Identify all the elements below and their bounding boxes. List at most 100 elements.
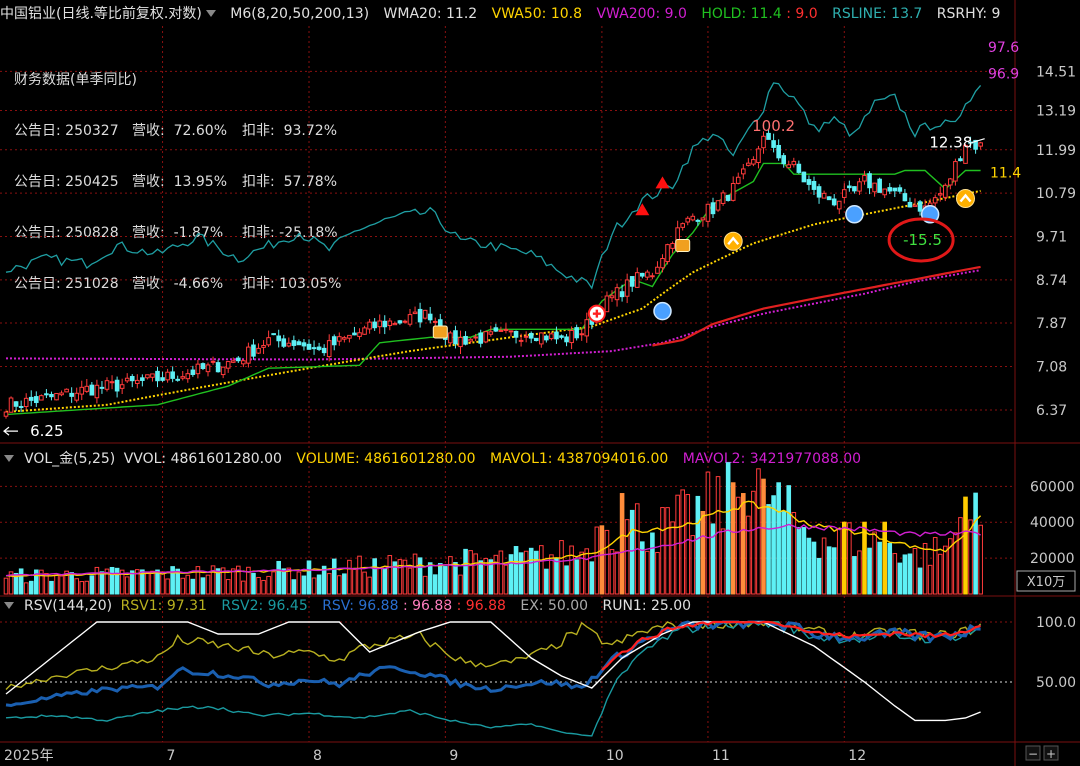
- dropdown-arrow-icon[interactable]: [205, 10, 216, 17]
- candle-body: [493, 327, 499, 332]
- dropdown-arrow-icon[interactable]: [4, 455, 14, 462]
- volume-bar: [544, 568, 549, 595]
- candle-body: [948, 178, 953, 186]
- volume-tick-label: 20000: [1030, 551, 1075, 567]
- volume-bar: [392, 561, 398, 595]
- up-badge-icon: [723, 231, 743, 251]
- volume-bar: [99, 571, 105, 595]
- candle-body: [735, 176, 741, 184]
- volume-bar: [695, 495, 701, 595]
- volume-bar: [645, 550, 650, 595]
- candle-body: [337, 336, 342, 342]
- volume-bar: [271, 571, 276, 595]
- volume-bar: [953, 532, 958, 595]
- indicator-run1: RUN1: 25.00: [602, 598, 692, 614]
- candle-body: [887, 187, 893, 192]
- zoom-button[interactable]: −: [1025, 745, 1041, 761]
- volume-bar: [523, 550, 529, 595]
- candle-body: [619, 291, 625, 298]
- volume-bar: [978, 524, 983, 595]
- volume-bar: [811, 541, 817, 595]
- volume-bar: [84, 580, 90, 595]
- volume-bar: [377, 567, 382, 595]
- price-tick-label: 7.87: [1036, 316, 1067, 332]
- candle-body: [796, 163, 802, 173]
- volume-bar: [927, 564, 933, 595]
- volume-bar: [917, 567, 923, 595]
- candle-body: [281, 338, 287, 347]
- candle-body: [791, 160, 797, 166]
- indicator-rsline: RSLINE: 13.7: [832, 6, 923, 22]
- candle-body: [842, 189, 847, 198]
- volume-bar: [958, 517, 963, 595]
- volume-bar: [665, 507, 670, 595]
- indicator-rsv: RSV: 96.88: [322, 598, 399, 614]
- candle-body: [347, 334, 352, 339]
- volume-bar: [74, 578, 80, 595]
- candle-body: [781, 155, 787, 165]
- candle-body: [448, 332, 453, 344]
- volume-bar: [39, 569, 44, 595]
- volume-bar: [872, 531, 877, 595]
- volume-bar: [720, 528, 726, 595]
- candle-body: [508, 330, 514, 333]
- candle-body: [54, 392, 59, 401]
- volume-bar: [831, 547, 837, 595]
- volume-bar: [382, 568, 388, 595]
- candle-body: [402, 320, 408, 323]
- low-label: 6.25: [30, 422, 63, 440]
- volume-bar: [594, 526, 600, 595]
- volume-bar: [842, 521, 847, 595]
- rsv-overlay-red: [601, 620, 981, 671]
- dropdown-arrow-icon[interactable]: [4, 602, 14, 609]
- volume-bar: [791, 512, 797, 595]
- volume-bar: [498, 550, 504, 595]
- rsv-title: RSV(144,20): [24, 598, 113, 614]
- candle-body: [180, 376, 186, 379]
- candle-body: [816, 186, 822, 198]
- volume-bar: [367, 576, 372, 595]
- candle-body: [953, 161, 958, 182]
- candle-body: [276, 335, 281, 342]
- finance-title: 财务数据(单季同比): [14, 72, 137, 88]
- volume-bar: [493, 554, 499, 595]
- volume-bar: [685, 494, 691, 595]
- candle-body: [958, 158, 963, 162]
- volume-bar: [438, 562, 443, 595]
- volume-bar: [907, 553, 913, 595]
- candle-body: [124, 377, 130, 382]
- candle-body: [761, 135, 766, 149]
- candle-body: [432, 320, 438, 323]
- volume-bar: [852, 556, 857, 595]
- candle-body: [145, 374, 150, 379]
- volume-bar: [135, 569, 140, 595]
- zoom-button[interactable]: +: [1043, 745, 1059, 761]
- volume-bar: [473, 553, 478, 595]
- volume-bar: [670, 521, 675, 595]
- candle-body: [756, 148, 761, 163]
- price-header: 中国铝业(日线.等比前复权.对数) M6(8,20,50,200,13) WMA…: [0, 4, 1010, 24]
- volume-bar: [554, 557, 559, 595]
- candle-body: [357, 332, 362, 337]
- volume-bar: [165, 578, 170, 595]
- candle-body: [23, 397, 29, 408]
- volume-bar: [766, 504, 771, 595]
- volume-bar: [160, 571, 165, 595]
- candle-body: [715, 200, 721, 211]
- volume-bar: [331, 558, 337, 595]
- volume-bar: [145, 573, 150, 595]
- volume-bar: [49, 580, 54, 595]
- candle-body: [3, 411, 9, 417]
- candle-body: [579, 333, 585, 336]
- candle-body: [316, 346, 322, 350]
- volume-bar: [195, 566, 201, 595]
- volume-bar: [266, 575, 271, 595]
- volume-bar: [104, 568, 110, 595]
- volume-bar: [821, 537, 827, 595]
- svg-text:−: −: [1028, 747, 1038, 761]
- candle-body: [79, 386, 85, 395]
- svg-text:+: +: [1046, 747, 1056, 761]
- volume-bar: [3, 577, 9, 595]
- volume-bar: [281, 568, 287, 595]
